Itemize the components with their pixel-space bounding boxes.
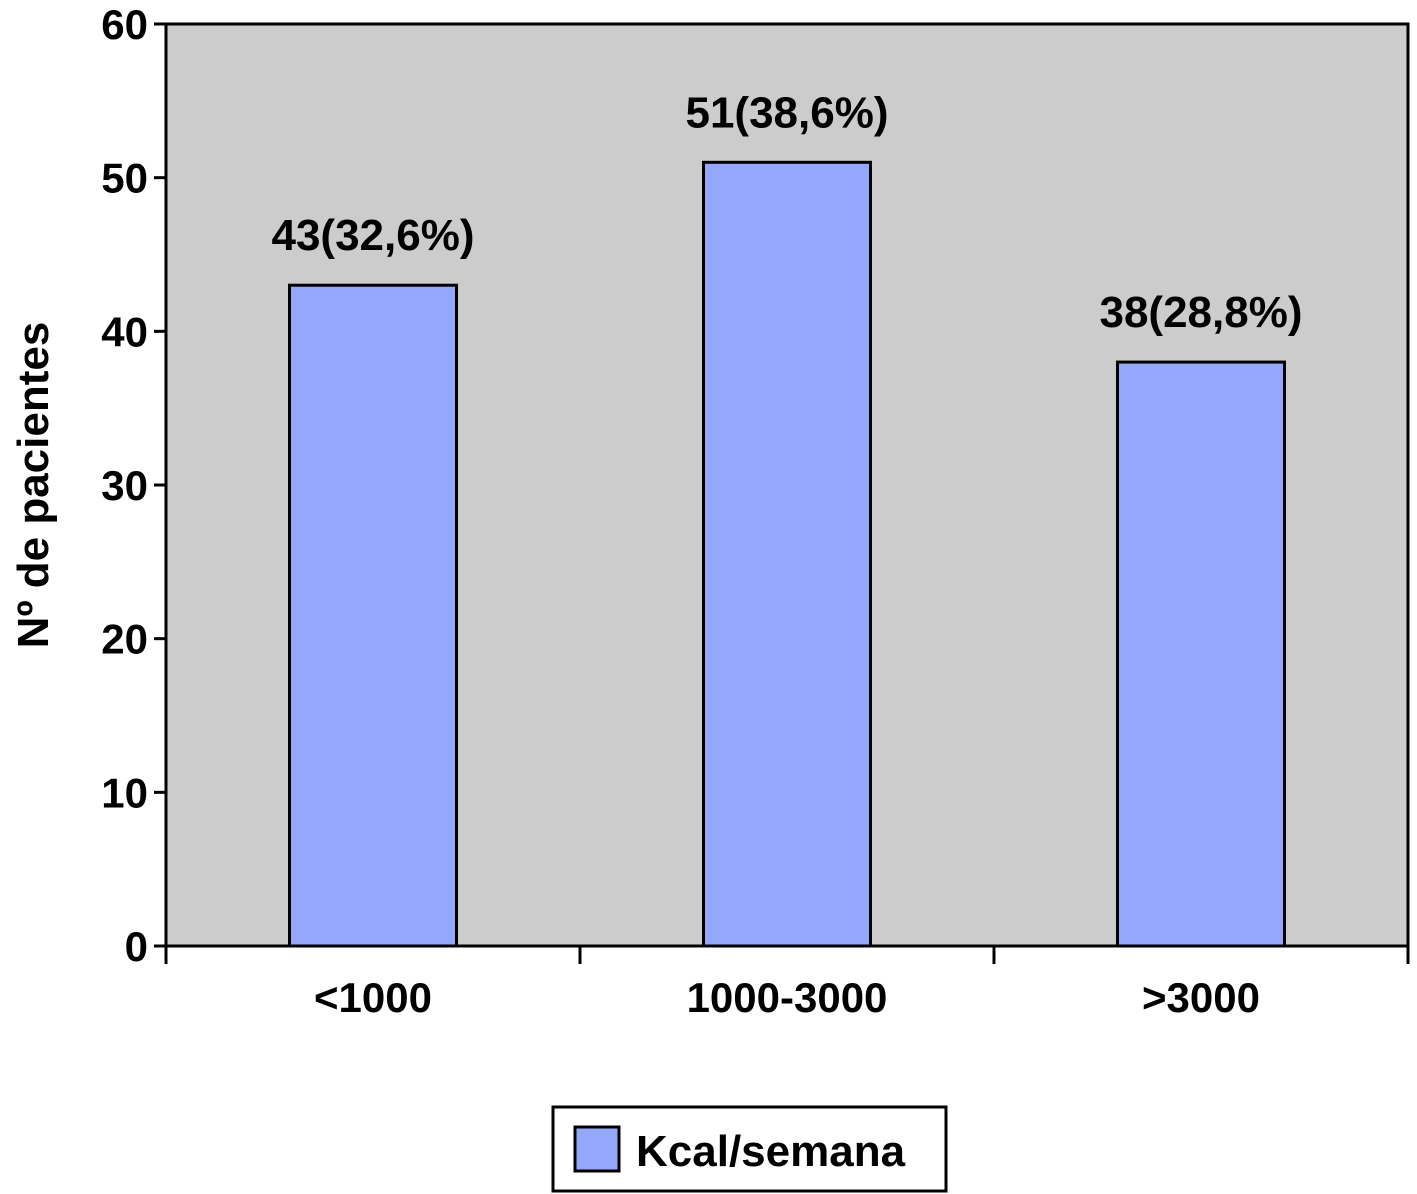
y-tick-label: 20 xyxy=(101,616,148,663)
bar xyxy=(702,160,872,948)
y-tick-label: 60 xyxy=(101,1,148,48)
x-category-label: 1000-3000 xyxy=(687,974,888,1021)
bar-data-label: 38(28,8%) xyxy=(1099,288,1302,337)
bar-data-label: 43(32,6%) xyxy=(271,211,474,260)
legend-label: Kcal/semana xyxy=(636,1127,906,1176)
y-tick-label: 40 xyxy=(101,308,148,355)
y-tick-label: 0 xyxy=(125,923,148,970)
bar-data-label: 51(38,6%) xyxy=(685,88,888,137)
y-tick-label: 50 xyxy=(101,155,148,202)
y-axis-title: Nº de pacientes xyxy=(9,322,58,649)
x-category-label: <1000 xyxy=(314,974,432,1021)
legend: Kcal/semana xyxy=(551,1105,948,1193)
bar xyxy=(1116,360,1286,948)
bar xyxy=(288,283,458,948)
legend-swatch xyxy=(573,1125,621,1173)
x-category-label: >3000 xyxy=(1142,974,1260,1021)
y-tick-label: 30 xyxy=(101,462,148,509)
y-tick-label: 10 xyxy=(101,769,148,816)
